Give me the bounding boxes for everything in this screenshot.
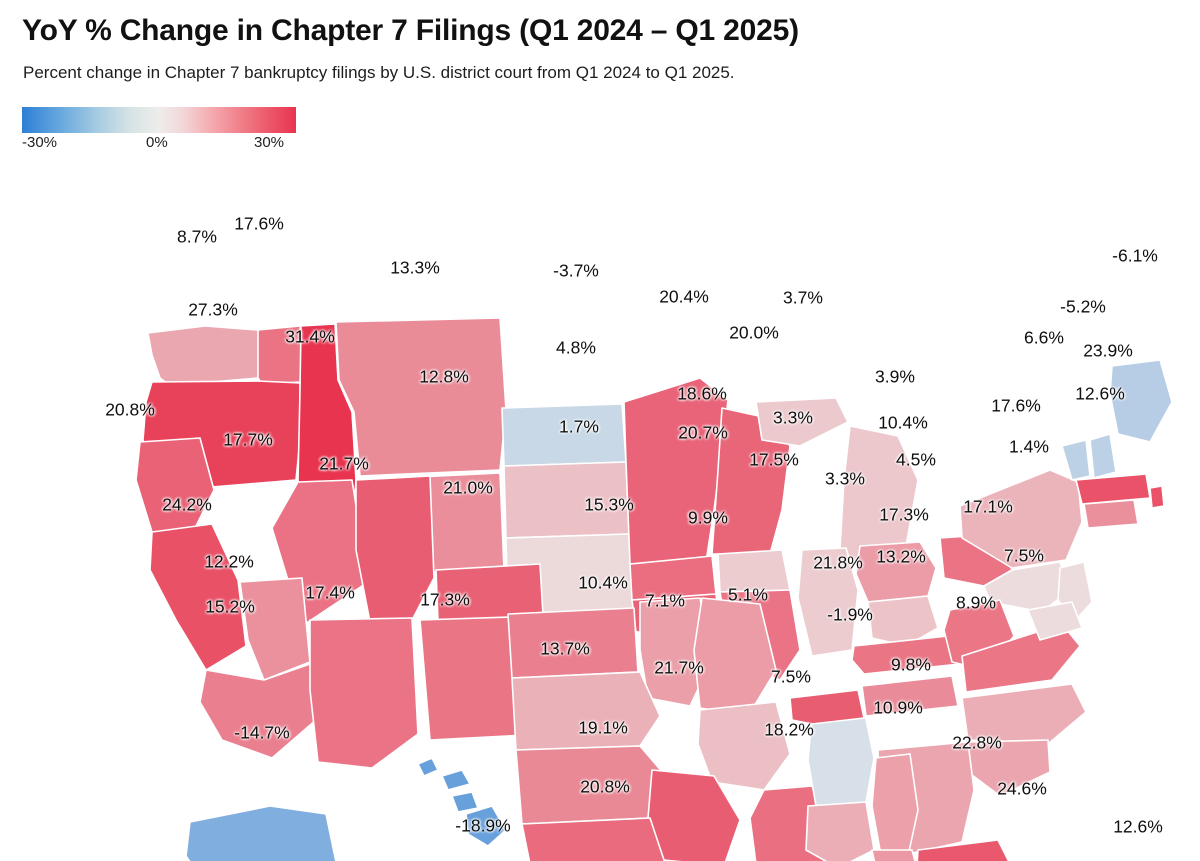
page-title: YoY % Change in Chapter 7 Filings (Q1 20…: [22, 14, 799, 47]
map-region-al[interactable]: [871, 753, 919, 857]
map-region-oh-s[interactable]: [867, 595, 939, 647]
map-region-oh[interactable]: [855, 541, 937, 603]
map-region-me[interactable]: [1109, 359, 1173, 443]
color-legend-ticks: -30% 0% 30%: [22, 134, 332, 156]
map-region-ca-e[interactable]: [239, 577, 311, 681]
legend-max-label: 30%: [254, 134, 285, 151]
map-region-hi[interactable]: [417, 757, 439, 777]
state-shapes: [135, 317, 1173, 861]
map-region-md[interactable]: [1027, 601, 1083, 641]
map-region-in[interactable]: [797, 547, 859, 657]
map-region-vt[interactable]: [1061, 439, 1091, 481]
legend-min-label: -30%: [22, 134, 58, 151]
map-region-ak[interactable]: [185, 805, 337, 861]
us-map-svg: [135, 317, 1173, 861]
map-region-mo-w[interactable]: [639, 597, 713, 707]
map-region-az[interactable]: [309, 617, 419, 769]
map-region-ms[interactable]: [807, 709, 875, 807]
map-region-ky[interactable]: [851, 635, 961, 675]
map-region-ct[interactable]: [1083, 499, 1139, 529]
map-region-ks[interactable]: [507, 607, 639, 679]
map-region-nh[interactable]: [1089, 433, 1117, 479]
map-region-nd[interactable]: [501, 403, 627, 467]
color-legend: -30% 0% 30%: [22, 107, 296, 151]
map-region-tx-w[interactable]: [521, 817, 678, 861]
map-region-fl-n[interactable]: [916, 839, 1012, 861]
map-region-ny[interactable]: [959, 469, 1083, 569]
map-region-tn-w[interactable]: [789, 689, 865, 725]
map-region-hi3[interactable]: [451, 791, 479, 813]
map-region-ia[interactable]: [629, 555, 717, 601]
map-region-ma[interactable]: [1075, 473, 1151, 505]
map-region-ca-c[interactable]: [149, 523, 247, 671]
map-region-ri[interactable]: [1149, 485, 1165, 509]
map-region-sd[interactable]: [503, 461, 631, 539]
map-region-ut[interactable]: [355, 475, 435, 625]
choropleth-map: 8.7% 17.6% 27.3% 31.4% 13.3% 12.8% -3.7% 4.8% 1.…: [0, 150, 1200, 861]
map-region-ca-s[interactable]: [199, 663, 317, 759]
map-region-mn[interactable]: [623, 377, 729, 565]
map-region-ms-s[interactable]: [805, 801, 875, 861]
map-region-nc[interactable]: [961, 683, 1087, 745]
map-region-tn[interactable]: [861, 675, 959, 717]
map-region-sc[interactable]: [967, 739, 1051, 797]
map-region-il-n[interactable]: [717, 549, 791, 597]
map-region-mt[interactable]: [335, 317, 507, 477]
map-region-al-s[interactable]: [871, 849, 920, 861]
color-legend-gradient: [22, 107, 296, 133]
map-region-tx-n[interactable]: [515, 745, 665, 825]
map-region-hi2[interactable]: [441, 769, 471, 791]
legend-mid-label: 0%: [146, 134, 168, 151]
map-region-ok[interactable]: [511, 671, 661, 751]
page-subtitle: Percent change in Chapter 7 bankruptcy f…: [23, 63, 735, 82]
map-region-hi4[interactable]: [465, 805, 507, 847]
map-region-wa-e[interactable]: [257, 325, 304, 385]
map-region-mi-u[interactable]: [755, 397, 849, 447]
